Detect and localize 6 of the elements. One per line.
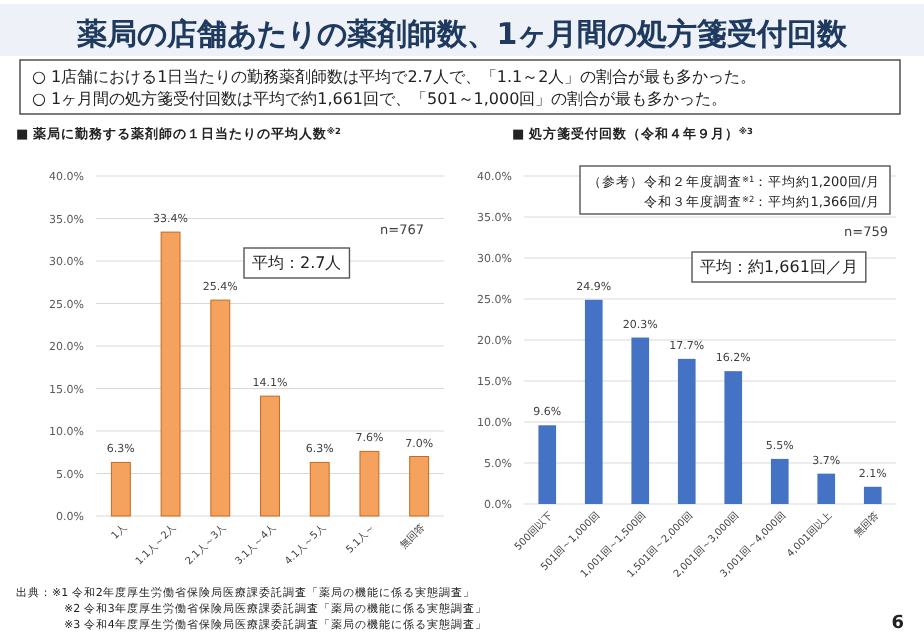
text: ○ 1店舗における1日当たりの勤務薬剤師数は平均で2.7人で、「1.1～2人」の割合が最も多かった。	[32, 68, 757, 86]
annotation: 平均：2.7人	[252, 254, 342, 272]
chart-title: 薬局の店舗あたりの薬剤師数、1ヶ月間の処方箋受付回数	[74, 16, 850, 52]
text: 6	[891, 614, 904, 634]
annotation: 平均：約1,661回／月	[700, 258, 858, 276]
text: ○ 1ヶ月間の処方箋受付回数は平均で約1,661回で、「501～1,000回」の割合が最も多かった。	[32, 90, 728, 108]
